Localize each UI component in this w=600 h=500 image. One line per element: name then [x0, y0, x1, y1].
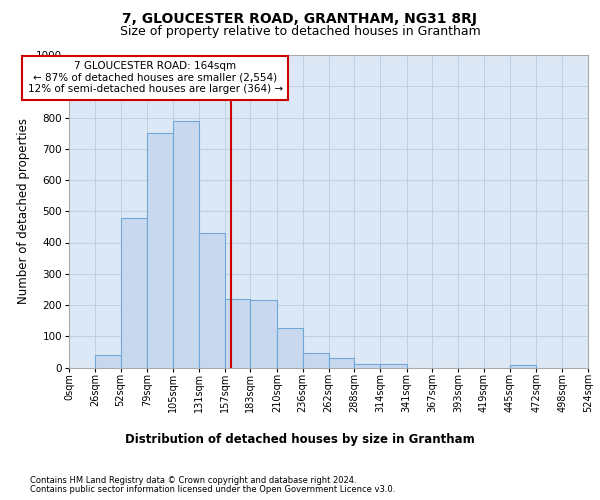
Y-axis label: Number of detached properties: Number of detached properties [17, 118, 31, 304]
Bar [303, 353, 329, 368]
Bar [173, 120, 199, 368]
Bar [199, 233, 224, 368]
Bar [329, 358, 354, 368]
Text: 7, GLOUCESTER ROAD, GRANTHAM, NG31 8RJ: 7, GLOUCESTER ROAD, GRANTHAM, NG31 8RJ [122, 12, 478, 26]
Bar [380, 364, 407, 368]
Text: Distribution of detached houses by size in Grantham: Distribution of detached houses by size … [125, 432, 475, 446]
Bar [354, 364, 380, 368]
Text: 7 GLOUCESTER ROAD: 164sqm
← 87% of detached houses are smaller (2,554)
12% of se: 7 GLOUCESTER ROAD: 164sqm ← 87% of detac… [28, 61, 283, 94]
Bar [121, 218, 147, 368]
Bar [510, 365, 536, 368]
Bar [95, 355, 121, 368]
Bar [224, 298, 250, 368]
Text: Contains HM Land Registry data © Crown copyright and database right 2024.: Contains HM Land Registry data © Crown c… [30, 476, 356, 485]
Text: Contains public sector information licensed under the Open Government Licence v3: Contains public sector information licen… [30, 485, 395, 494]
Bar [277, 328, 303, 368]
Text: Size of property relative to detached houses in Grantham: Size of property relative to detached ho… [119, 25, 481, 38]
Bar [250, 300, 277, 368]
Bar [147, 133, 173, 368]
